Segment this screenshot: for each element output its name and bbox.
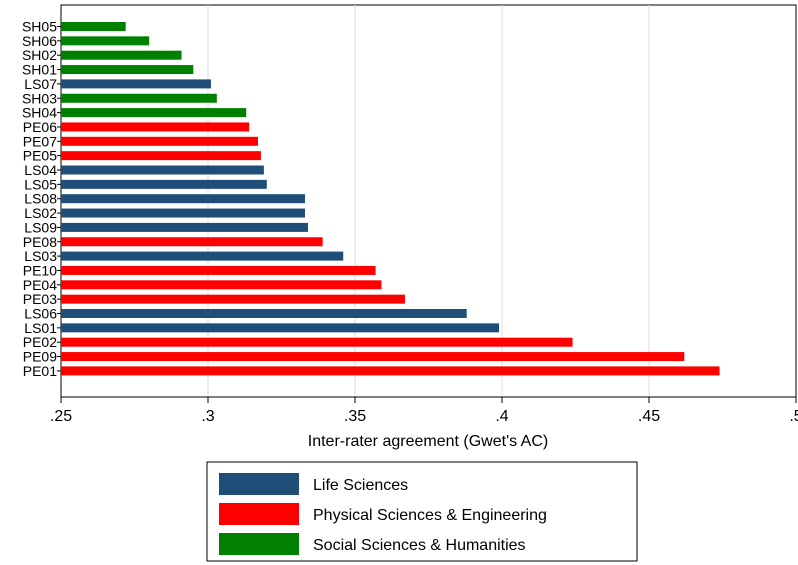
bar-pe02: [61, 337, 573, 347]
category-label: LS07: [24, 76, 57, 92]
bar-sh05: [61, 22, 126, 31]
category-label: SH04: [22, 105, 57, 121]
category-labels: SH05SH06SH02SH01LS07SH03SH04PE06PE07PE05…: [22, 19, 61, 379]
bar-sh02: [61, 50, 182, 60]
bar-pe08: [61, 237, 323, 247]
category-label: SH03: [22, 90, 57, 106]
x-tick-label: .3: [201, 408, 214, 425]
x-tick-label: .4: [495, 408, 508, 425]
bar-sh04: [61, 108, 247, 118]
bar-pe01: [61, 366, 720, 376]
category-label: LS01: [24, 320, 57, 336]
category-label: SH06: [22, 33, 57, 49]
bars: [61, 22, 720, 376]
bar-ls08: [61, 194, 306, 204]
x-axis: .25 .3 .35 .4 .45 .5: [50, 396, 798, 425]
bar-ls07: [61, 79, 211, 89]
x-tick-label: .35: [344, 408, 366, 425]
category-label: PE02: [23, 334, 57, 350]
bar-pe04: [61, 280, 382, 290]
category-label: PE04: [23, 277, 57, 293]
category-label: LS08: [24, 191, 57, 207]
bar-pe03: [61, 294, 405, 304]
legend: Life Sciences Physical Sciences & Enginee…: [206, 461, 638, 562]
bar-ls01: [61, 323, 500, 333]
category-label: LS04: [24, 162, 57, 178]
category-label: SH02: [22, 47, 57, 63]
bar-sh03: [61, 93, 217, 103]
x-tick-label: .5: [789, 408, 798, 425]
category-label: LS03: [24, 248, 57, 264]
x-axis-title: Inter-rater agreement (Gwet's AC): [308, 433, 548, 450]
bar-ls02: [61, 208, 306, 218]
bar-pe05: [61, 151, 261, 161]
legend-swatch: [219, 503, 299, 525]
bar-pe06: [61, 122, 250, 132]
legend-label: Social Sciences & Humanities: [313, 537, 526, 554]
bar-ls06: [61, 309, 467, 318]
x-tick-label: .45: [638, 408, 660, 425]
x-tick-label: .25: [50, 408, 72, 425]
category-label: PE07: [23, 133, 57, 149]
bar-pe09: [61, 352, 685, 362]
category-label: PE10: [23, 262, 57, 278]
bar-ls09: [61, 222, 308, 232]
legend-label: Life Sciences: [313, 477, 408, 494]
category-label: SH01: [22, 62, 57, 78]
bar-sh06: [61, 36, 150, 46]
category-label: PE05: [23, 148, 57, 164]
legend-swatch: [219, 473, 299, 495]
category-label: LS06: [24, 306, 57, 322]
category-label: PE01: [23, 363, 57, 379]
category-label: PE09: [23, 349, 57, 365]
bar-pe10: [61, 265, 376, 275]
category-label: LS02: [24, 205, 57, 221]
category-label: LS05: [24, 176, 57, 192]
bar-ls03: [61, 251, 344, 261]
bar-pe07: [61, 136, 258, 146]
legend-label: Physical Sciences & Engineering: [313, 507, 547, 524]
bar-sh01: [61, 65, 194, 75]
category-label: LS09: [24, 219, 57, 235]
category-label: PE06: [23, 119, 57, 135]
bar-ls05: [61, 179, 267, 189]
category-label: SH05: [22, 19, 57, 35]
legend-swatch: [219, 533, 299, 555]
category-label: PE03: [23, 291, 57, 307]
category-label: PE08: [23, 234, 57, 250]
bar-ls04: [61, 165, 264, 175]
